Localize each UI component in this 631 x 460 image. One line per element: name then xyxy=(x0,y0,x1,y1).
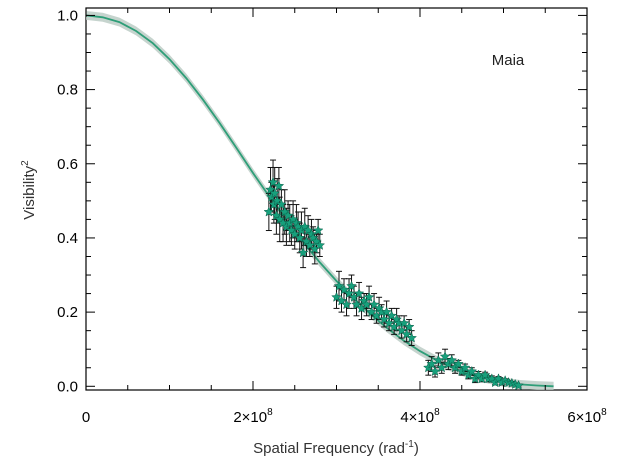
x-tick-label-exponent: 8 xyxy=(267,407,273,418)
data-point xyxy=(346,280,357,291)
x-axis-title-tail: ) xyxy=(414,440,419,457)
y-tick-label: 0.4 xyxy=(57,230,78,247)
data-point xyxy=(341,299,352,310)
data-point xyxy=(297,247,309,258)
data-point xyxy=(403,321,415,332)
y-axis-title-sup: 2 xyxy=(20,160,31,166)
data-point xyxy=(267,176,279,187)
data-point xyxy=(436,362,448,373)
data-point xyxy=(453,358,464,369)
x-tick-label-exponent: 8 xyxy=(434,407,440,418)
data-point xyxy=(269,187,281,199)
data-point xyxy=(353,287,365,299)
model-curve xyxy=(85,14,554,388)
y-tick-label: 1.0 xyxy=(57,7,78,24)
data-point xyxy=(363,291,375,302)
data-point xyxy=(432,354,444,365)
plot-area xyxy=(85,7,588,391)
y-axis-title: Visibility2 xyxy=(20,160,38,220)
x-tick-label: 4×108 xyxy=(400,407,440,426)
error-bar-layer xyxy=(265,159,522,388)
x-tick-label-main: 6×10 xyxy=(567,409,601,426)
y-tick-label: 0.6 xyxy=(57,156,78,173)
x-tick-label-main: 2×10 xyxy=(233,409,267,426)
data-point xyxy=(406,332,418,343)
y-tick-label: 0.2 xyxy=(57,304,78,321)
data-point xyxy=(314,239,326,250)
x-tick-label: 2×108 xyxy=(233,407,273,426)
x-tick-label: 6×108 xyxy=(567,407,607,426)
data-point xyxy=(426,358,438,369)
data-point xyxy=(459,362,471,373)
x-axis-ticks xyxy=(85,8,588,390)
target-annotation: Maia xyxy=(492,52,525,69)
y-axis-ticks xyxy=(86,14,587,387)
x-axis-title: Spatial Frequency (rad-1) xyxy=(253,439,419,457)
x-axis-tick-labels: 0 2×108 4×108 6×108 xyxy=(82,407,607,426)
x-axis-title-sup: -1 xyxy=(405,439,414,450)
data-point xyxy=(294,232,306,243)
data-point xyxy=(263,206,275,217)
model-band-layer xyxy=(86,11,554,390)
data-point xyxy=(273,180,285,191)
x-tick-label: 0 xyxy=(82,409,90,426)
x-tick-label-main: 0 xyxy=(82,409,90,426)
y-tick-label: 0.8 xyxy=(57,82,78,99)
data-point xyxy=(275,198,287,210)
data-point xyxy=(466,365,478,377)
y-axis-tick-labels: 0.0 0.2 0.4 0.6 0.8 1.0 xyxy=(57,7,78,395)
data-point xyxy=(446,354,458,365)
y-tick-label: 0.0 xyxy=(57,378,78,395)
data-point xyxy=(513,379,524,391)
x-tick-label-main: 4×10 xyxy=(400,409,434,426)
model-uncertainty-band xyxy=(86,11,554,390)
data-point xyxy=(439,350,451,362)
data-point xyxy=(429,365,441,377)
data-point-layer xyxy=(263,176,524,391)
y-axis-title-main: Visibility xyxy=(21,165,38,219)
x-tick-label-exponent: 8 xyxy=(601,407,607,418)
model-curve-layer xyxy=(85,14,554,388)
data-point xyxy=(312,224,324,236)
x-axis-title-main: Spatial Frequency (rad xyxy=(253,440,405,457)
